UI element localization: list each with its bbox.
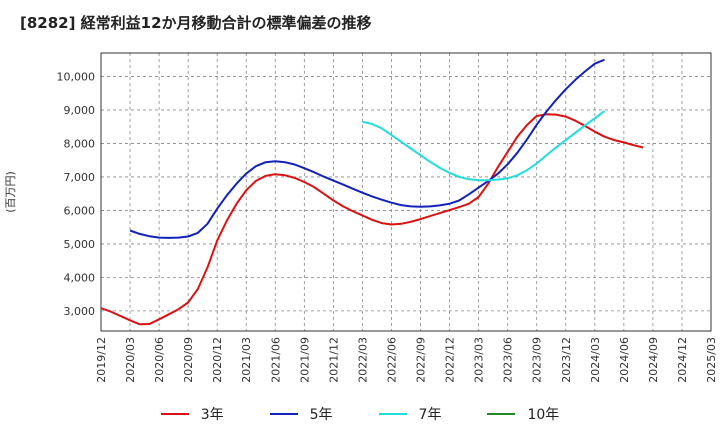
x-tick-label: 2020/06 — [153, 337, 166, 383]
x-tick-label: 2021/09 — [298, 337, 311, 383]
x-tick-label: 2021/12 — [327, 337, 340, 383]
x-tick-label: 2024/03 — [589, 337, 602, 383]
legend-item: 3年 — [160, 404, 224, 424]
legend-label: 5年 — [309, 407, 333, 423]
y-axis-label: (百万円) — [4, 171, 17, 213]
series-line-2 — [129, 58, 605, 239]
legend-swatch — [160, 413, 189, 415]
plot-frame — [100, 52, 712, 332]
chart-title: [8282] 経常利益12か月移動合計の標準偏差の推移 — [20, 14, 372, 32]
x-tick-label: 2019/12 — [95, 337, 108, 383]
x-tick-label: 2023/12 — [560, 337, 573, 383]
x-tick-label: 2025/03 — [705, 337, 718, 383]
series-line-1 — [100, 113, 644, 326]
y-tick-label: 5,000 — [64, 238, 96, 251]
legend-swatch — [378, 413, 407, 415]
x-tick-label: 2022/12 — [444, 337, 457, 383]
x-tick-label: 2024/12 — [676, 337, 689, 383]
x-tick-label: 2022/09 — [415, 337, 428, 383]
legend: 3年 5年 7年 10年 — [0, 404, 720, 424]
y-tick-labels: 3,000 4,000 5,000 6,000 7,000 8,000 9,000 10,00… — [57, 70, 96, 317]
y-tick-label: 7,000 — [64, 171, 96, 184]
x-tick-label: 2021/03 — [240, 337, 253, 383]
y-tick-label: 10,000 — [57, 70, 96, 83]
legend-swatch — [269, 413, 298, 415]
legend-label: 10年 — [527, 407, 560, 423]
x-tick-label: 2020/12 — [211, 337, 224, 383]
x-tick-labels: 2019/12 2020/03 2020/06 2020/09 2020/12 2021/… — [95, 337, 718, 383]
x-tick-label: 2024/06 — [618, 337, 631, 383]
x-tick-label: 2022/03 — [356, 337, 369, 383]
x-tick-label: 2021/06 — [269, 337, 282, 383]
legend-item: 10年 — [487, 404, 559, 424]
y-tick-label: 9,000 — [64, 104, 96, 117]
x-tick-label: 2022/06 — [385, 337, 398, 383]
y-tick-label: 4,000 — [64, 271, 96, 284]
legend-item: 5年 — [269, 404, 333, 424]
x-tick-label: 2023/06 — [502, 337, 515, 383]
legend-label: 3年 — [200, 407, 224, 423]
legend-label: 7年 — [418, 407, 442, 423]
x-tick-label: 2024/09 — [647, 337, 660, 383]
legend-swatch — [487, 413, 516, 415]
x-tick-label: 2020/03 — [124, 337, 137, 383]
grid-lines — [100, 53, 712, 331]
x-tick-label: 2023/03 — [473, 337, 486, 383]
x-tick-label: 2023/09 — [531, 337, 544, 383]
y-tick-label: 3,000 — [64, 305, 96, 318]
y-tick-label: 6,000 — [64, 204, 96, 217]
y-tick-label: 8,000 — [64, 137, 96, 150]
legend-item: 7年 — [378, 404, 442, 424]
series-line-3 — [362, 110, 606, 182]
x-tick-label: 2020/09 — [182, 337, 195, 383]
series-lines — [100, 58, 644, 326]
